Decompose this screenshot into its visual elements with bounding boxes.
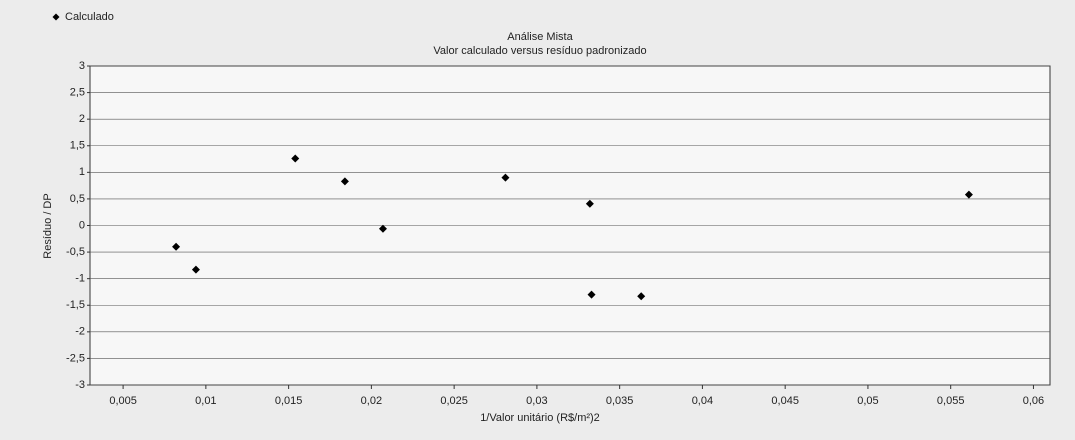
y-tick-label: 1: [79, 166, 85, 178]
x-tick-label: 0,055: [937, 395, 965, 407]
x-tick-label: 0,03: [526, 395, 547, 407]
x-tick-label: 0,025: [440, 395, 468, 407]
y-tick-label: 1,5: [70, 140, 85, 152]
chart-subtitle: Valor calculado versus resíduo padroniza…: [433, 45, 646, 57]
y-tick-label: -1: [75, 273, 85, 285]
y-tick-label: -2,5: [66, 352, 85, 364]
chart-title: Análise Mista: [507, 31, 573, 43]
x-tick-label: 0,06: [1023, 395, 1044, 407]
y-tick-label: 3: [79, 60, 85, 72]
scatter-point: [964, 190, 973, 199]
x-tick-label: 0,035: [606, 395, 634, 407]
y-tick-label: 2,5: [70, 86, 85, 98]
scatter-point: [172, 242, 181, 251]
legend-marker: [52, 13, 60, 21]
scatter-point: [378, 224, 387, 233]
y-tick-label: 0: [79, 219, 85, 231]
scatter-point: [291, 154, 300, 163]
scatter-point: [340, 177, 349, 186]
scatter-point: [585, 199, 594, 208]
scatter-point: [191, 265, 200, 274]
x-tick-label: 0,045: [771, 395, 799, 407]
y-tick-label: 0,5: [70, 193, 85, 205]
y-tick-label: -3: [75, 379, 85, 391]
x-tick-label: 0,04: [692, 395, 713, 407]
y-axis-label: Resíduo / DP: [42, 193, 54, 258]
scatter-point: [637, 292, 646, 301]
legend-label: Calculado: [65, 11, 114, 23]
x-tick-label: 0,015: [275, 395, 303, 407]
y-tick-label: -1,5: [66, 299, 85, 311]
x-tick-label: 0,05: [857, 395, 878, 407]
x-tick-label: 0,02: [361, 395, 382, 407]
x-axis-label: 1/Valor unitário (R$/m²)2: [480, 412, 600, 424]
y-tick-label: -0,5: [66, 246, 85, 258]
scatter-point: [587, 290, 596, 299]
x-tick-label: 0,005: [109, 395, 137, 407]
y-tick-label: -2: [75, 326, 85, 338]
scatter-point: [501, 173, 510, 182]
y-tick-label: 2: [79, 113, 85, 125]
x-tick-label: 0,01: [195, 395, 216, 407]
